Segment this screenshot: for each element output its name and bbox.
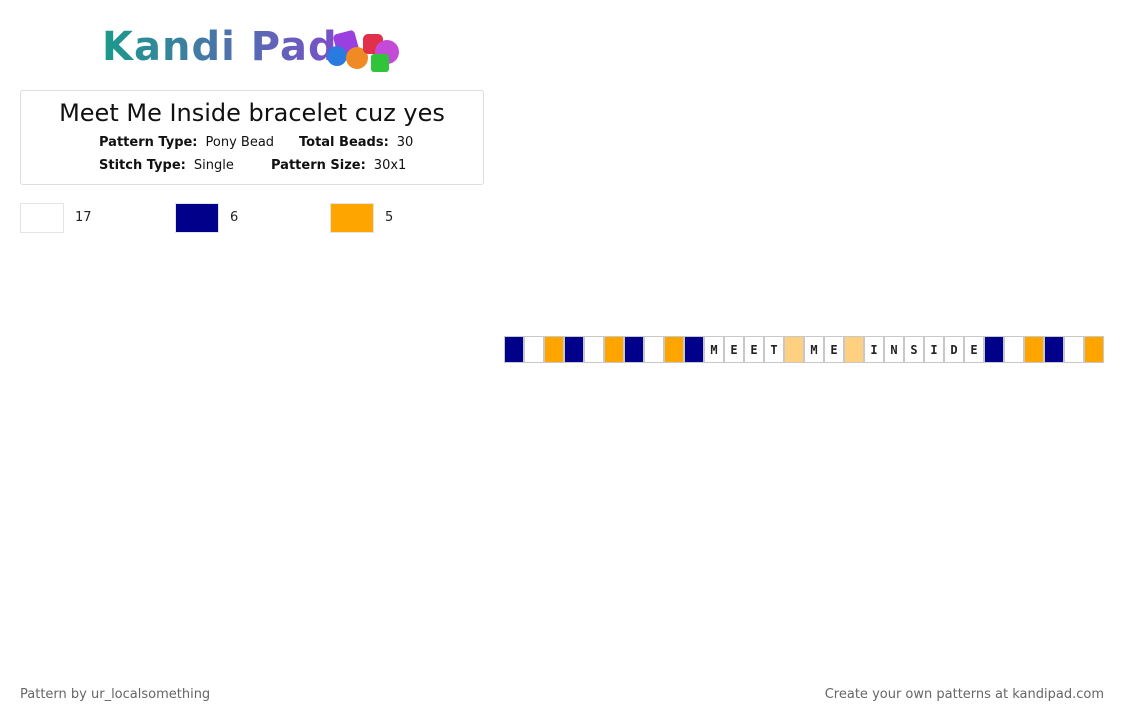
bead-letter: M [710,343,717,357]
bead-letter: E [730,343,737,357]
bead [1084,336,1104,363]
bead [824,336,844,363]
bead [1004,336,1024,363]
bead [984,336,1004,363]
bead [604,336,624,363]
logo[interactable]: Kandi Pad [102,24,338,70]
bead-letter: N [890,343,897,357]
field-value: 30 [396,135,414,150]
field: Pattern Size: 30x1 [271,158,406,173]
bead-letter: D [950,343,957,357]
pattern-title: Meet Me Inside bracelet cuz yes [59,99,445,127]
bead-letter: M [810,343,817,357]
color-swatch [175,203,219,233]
color-count: 17 [75,210,92,225]
color-count: 5 [385,210,394,225]
bead [764,336,784,363]
bead [904,336,924,363]
bead [644,336,664,363]
bead [924,336,944,363]
bead [544,336,564,363]
bead [744,336,764,363]
bead-letter: E [830,343,837,357]
pattern-info: Meet Me Inside bracelet cuz yes Pattern … [20,90,484,185]
color-swatch [330,203,374,233]
bead-letter: E [750,343,757,357]
bead [784,336,804,363]
bead-letter: I [870,343,877,357]
bead [1044,336,1064,363]
bead [524,336,544,363]
bead [844,336,864,363]
bead [704,336,724,363]
bead-letter: S [910,343,917,357]
bead [564,336,584,363]
promo[interactable]: Create your own patterns at kandipad.com [824,687,1104,702]
bead [944,336,964,363]
field-label: Stitch Type: [99,158,186,173]
credit[interactable]: Pattern by ur_localsomething [20,687,211,702]
field: Stitch Type: Single [99,158,234,173]
field: Total Beads: 30 [299,135,413,150]
bead [884,336,904,363]
field: Pattern Type: Pony Bead [99,135,274,150]
bead [864,336,884,363]
bead [624,336,644,363]
color-swatch [20,203,64,233]
field-label: Pattern Size: [271,158,366,173]
logo-icon [327,30,399,72]
field-label: Total Beads: [299,135,389,150]
bead-letter: T [770,343,777,357]
field-value: 30x1 [373,158,407,173]
bead [664,336,684,363]
bead [724,336,744,363]
color-count: 6 [230,210,239,225]
bead [1064,336,1084,363]
bead [804,336,824,363]
bead-letter: E [970,343,977,357]
field-value: Pony Bead [205,135,275,150]
field-value: Single [193,158,234,173]
bead [504,336,524,363]
bead [584,336,604,363]
field-label: Pattern Type: [99,135,198,150]
bead [1024,336,1044,363]
bead [964,336,984,363]
bead [684,336,704,363]
bead-letter: I [930,343,937,357]
